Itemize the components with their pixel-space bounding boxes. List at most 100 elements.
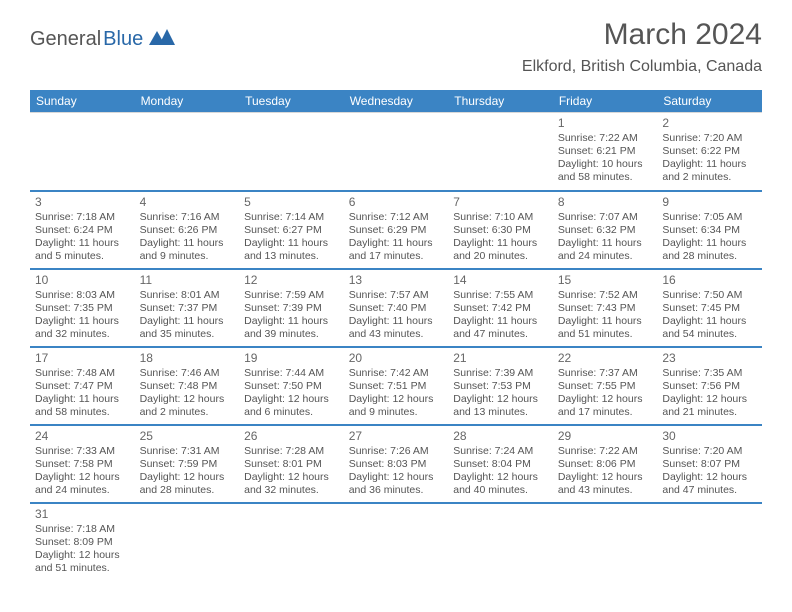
weekday-header: Thursday <box>448 90 553 113</box>
cell-text: Daylight: 11 hours <box>244 315 339 328</box>
calendar-cell <box>239 503 344 581</box>
calendar-cell: 12Sunrise: 7:59 AMSunset: 7:39 PMDayligh… <box>239 269 344 347</box>
cell-text: Daylight: 12 hours <box>244 393 339 406</box>
calendar-cell: 15Sunrise: 7:52 AMSunset: 7:43 PMDayligh… <box>553 269 658 347</box>
calendar-cell: 9Sunrise: 7:05 AMSunset: 6:34 PMDaylight… <box>657 191 762 269</box>
calendar-cell: 27Sunrise: 7:26 AMSunset: 8:03 PMDayligh… <box>344 425 449 503</box>
cell-text: Sunrise: 7:18 AM <box>35 211 130 224</box>
calendar-cell: 28Sunrise: 7:24 AMSunset: 8:04 PMDayligh… <box>448 425 553 503</box>
weekday-header: Wednesday <box>344 90 449 113</box>
flag-icon <box>149 29 175 50</box>
cell-text: Sunrise: 7:57 AM <box>349 289 444 302</box>
cell-text: and 32 minutes. <box>35 328 130 341</box>
cell-text: Daylight: 12 hours <box>244 471 339 484</box>
cell-text: Sunset: 7:47 PM <box>35 380 130 393</box>
cell-text: Sunset: 6:26 PM <box>140 224 235 237</box>
cell-text: Daylight: 11 hours <box>558 237 653 250</box>
cell-text: and 36 minutes. <box>349 484 444 497</box>
cell-text: and 9 minutes. <box>140 250 235 263</box>
calendar-cell: 31Sunrise: 7:18 AMSunset: 8:09 PMDayligh… <box>30 503 135 581</box>
weekday-header-row: SundayMondayTuesdayWednesdayThursdayFrid… <box>30 90 762 113</box>
cell-text: and 28 minutes. <box>140 484 235 497</box>
calendar-cell <box>553 503 658 581</box>
day-number: 7 <box>453 195 548 210</box>
calendar-cell: 8Sunrise: 7:07 AMSunset: 6:32 PMDaylight… <box>553 191 658 269</box>
cell-text: Daylight: 12 hours <box>558 393 653 406</box>
cell-text: and 43 minutes. <box>349 328 444 341</box>
day-number: 22 <box>558 351 653 366</box>
cell-text: Sunset: 6:27 PM <box>244 224 339 237</box>
day-number: 20 <box>349 351 444 366</box>
day-number: 23 <box>662 351 757 366</box>
header: General Blue March 2024 Elkford, British… <box>0 0 792 84</box>
calendar-cell: 26Sunrise: 7:28 AMSunset: 8:01 PMDayligh… <box>239 425 344 503</box>
cell-text: Sunrise: 7:42 AM <box>349 367 444 380</box>
cell-text: Sunset: 7:42 PM <box>453 302 548 315</box>
calendar-row: 1Sunrise: 7:22 AMSunset: 6:21 PMDaylight… <box>30 113 762 191</box>
calendar-cell <box>239 113 344 191</box>
cell-text: Sunset: 7:35 PM <box>35 302 130 315</box>
calendar-cell: 19Sunrise: 7:44 AMSunset: 7:50 PMDayligh… <box>239 347 344 425</box>
cell-text: Sunset: 8:04 PM <box>453 458 548 471</box>
cell-text: Sunset: 7:55 PM <box>558 380 653 393</box>
calendar-cell: 5Sunrise: 7:14 AMSunset: 6:27 PMDaylight… <box>239 191 344 269</box>
cell-text: Sunrise: 7:50 AM <box>662 289 757 302</box>
logo-text-blue: Blue <box>103 28 143 51</box>
calendar-cell: 16Sunrise: 7:50 AMSunset: 7:45 PMDayligh… <box>657 269 762 347</box>
cell-text: Daylight: 11 hours <box>35 237 130 250</box>
cell-text: Daylight: 11 hours <box>453 237 548 250</box>
calendar-cell: 1Sunrise: 7:22 AMSunset: 6:21 PMDaylight… <box>553 113 658 191</box>
cell-text: Sunset: 7:40 PM <box>349 302 444 315</box>
calendar-row: 10Sunrise: 8:03 AMSunset: 7:35 PMDayligh… <box>30 269 762 347</box>
cell-text: Sunrise: 7:26 AM <box>349 445 444 458</box>
cell-text: Sunset: 6:24 PM <box>35 224 130 237</box>
calendar-cell <box>30 113 135 191</box>
day-number: 27 <box>349 429 444 444</box>
cell-text: and 39 minutes. <box>244 328 339 341</box>
cell-text: Sunset: 6:34 PM <box>662 224 757 237</box>
day-number: 12 <box>244 273 339 288</box>
cell-text: Daylight: 10 hours <box>558 158 653 171</box>
weekday-header: Monday <box>135 90 240 113</box>
cell-text: Sunrise: 7:28 AM <box>244 445 339 458</box>
cell-text: Sunrise: 7:20 AM <box>662 132 757 145</box>
cell-text: and 2 minutes. <box>140 406 235 419</box>
cell-text: Daylight: 12 hours <box>662 471 757 484</box>
cell-text: Sunrise: 7:10 AM <box>453 211 548 224</box>
calendar-cell <box>135 503 240 581</box>
calendar-cell: 11Sunrise: 8:01 AMSunset: 7:37 PMDayligh… <box>135 269 240 347</box>
cell-text: Sunset: 7:45 PM <box>662 302 757 315</box>
day-number: 1 <box>558 116 653 131</box>
day-number: 18 <box>140 351 235 366</box>
calendar-cell: 10Sunrise: 8:03 AMSunset: 7:35 PMDayligh… <box>30 269 135 347</box>
cell-text: and 54 minutes. <box>662 328 757 341</box>
cell-text: Daylight: 11 hours <box>558 315 653 328</box>
cell-text: and 51 minutes. <box>558 328 653 341</box>
day-number: 15 <box>558 273 653 288</box>
cell-text: Daylight: 11 hours <box>35 393 130 406</box>
cell-text: Daylight: 12 hours <box>453 393 548 406</box>
cell-text: and 20 minutes. <box>453 250 548 263</box>
day-number: 13 <box>349 273 444 288</box>
calendar-row: 17Sunrise: 7:48 AMSunset: 7:47 PMDayligh… <box>30 347 762 425</box>
cell-text: Daylight: 11 hours <box>35 315 130 328</box>
weekday-header: Sunday <box>30 90 135 113</box>
calendar-cell: 17Sunrise: 7:48 AMSunset: 7:47 PMDayligh… <box>30 347 135 425</box>
cell-text: Sunset: 7:50 PM <box>244 380 339 393</box>
cell-text: and 17 minutes. <box>558 406 653 419</box>
calendar-cell <box>657 503 762 581</box>
calendar-cell: 2Sunrise: 7:20 AMSunset: 6:22 PMDaylight… <box>657 113 762 191</box>
cell-text: Sunrise: 7:16 AM <box>140 211 235 224</box>
cell-text: Sunset: 7:58 PM <box>35 458 130 471</box>
cell-text: and 58 minutes. <box>558 171 653 184</box>
calendar-table: SundayMondayTuesdayWednesdayThursdayFrid… <box>30 90 762 581</box>
calendar-cell: 22Sunrise: 7:37 AMSunset: 7:55 PMDayligh… <box>553 347 658 425</box>
cell-text: Sunset: 6:21 PM <box>558 145 653 158</box>
cell-text: Sunrise: 7:14 AM <box>244 211 339 224</box>
title-block: March 2024 Elkford, British Columbia, Ca… <box>522 18 762 76</box>
cell-text: Sunset: 8:06 PM <box>558 458 653 471</box>
day-number: 9 <box>662 195 757 210</box>
cell-text: Sunrise: 8:03 AM <box>35 289 130 302</box>
month-title: March 2024 <box>522 18 762 52</box>
cell-text: Daylight: 12 hours <box>35 549 130 562</box>
